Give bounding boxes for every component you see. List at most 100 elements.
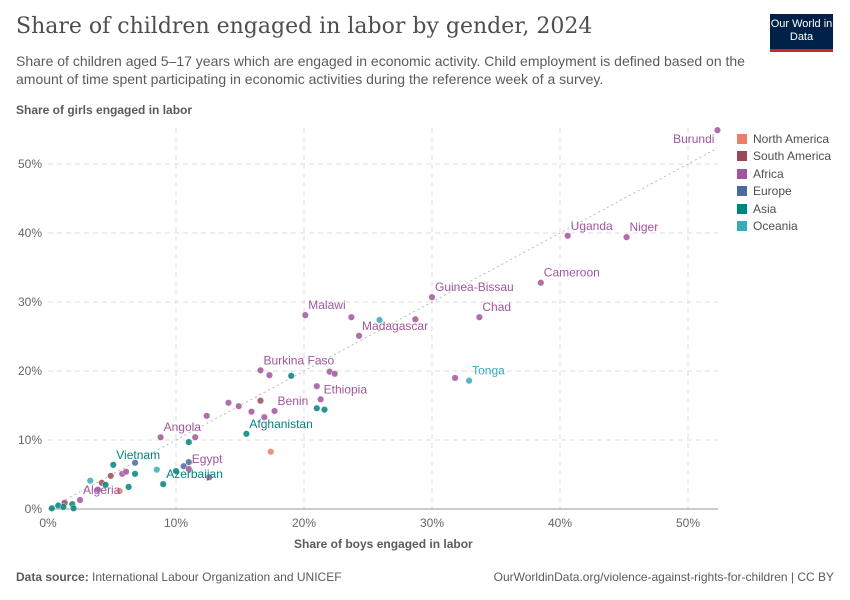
data-point [107,472,115,480]
legend: North America South America Africa Europe As… [737,130,831,235]
data-point [320,406,328,414]
data-point [116,487,124,495]
data-point [131,459,139,467]
point-label: Algeria [83,483,121,497]
point-label: Burkina Faso [263,353,334,367]
y-tick-label: 0% [25,502,43,516]
legend-swatch [737,133,747,144]
source-url[interactable]: OurWorldinData.org/violence-against-righ… [493,570,834,584]
legend-label: Asia [753,201,777,216]
data-point [260,413,268,421]
point-label: Benin [278,394,309,408]
legend-label: Africa [753,166,784,181]
y-tick-label: 20% [18,364,42,378]
data-point [125,483,133,491]
owid-logo[interactable]: Our World in Data [770,14,833,52]
data-source: Data source: International Labour Organi… [16,570,342,584]
legend-label: South America [753,149,832,164]
legend-swatch [737,221,747,232]
point-label: Tonga [472,364,505,378]
point-label: Cameroon [544,266,600,280]
point-label: Guinea-Bissau [435,280,514,294]
data-point [185,458,193,466]
data-point [159,480,167,488]
data-point [287,372,295,380]
point-label: Vietnam [116,448,160,462]
x-tick-label: 20% [292,516,316,530]
data-point [347,313,355,321]
x-tick-label: 10% [164,516,188,530]
data-point [185,465,193,473]
y-tick-label: 10% [18,433,42,447]
point-label: Afghanistan [249,417,312,431]
legend-label: Oceania [753,219,798,234]
chart-title: Share of children engaged in labor by ge… [16,14,593,39]
legend-swatch [737,203,747,214]
point-label: Chad [482,300,511,314]
data-point [428,293,436,301]
data-point [265,371,273,379]
point-label: Azerbaijan [166,467,223,481]
legend-swatch [737,168,747,179]
data-point [131,470,139,478]
data-point [153,466,161,474]
data-point [172,467,180,475]
data-point [76,496,84,504]
legend-label: Europe [753,184,792,199]
x-tick-label: 30% [420,516,444,530]
data-point [256,366,264,374]
data-point [59,503,67,511]
data-point [451,374,459,382]
legend-item[interactable]: Africa [737,165,831,183]
data-point [70,504,78,512]
legend-item[interactable]: Europe [737,183,831,201]
data-point [242,430,250,438]
x-tick-label: 40% [548,516,572,530]
data-point [86,477,94,485]
data-point [122,468,130,476]
data-point [355,332,363,340]
source-label: Data source: [16,570,89,584]
point-label: Egypt [192,452,223,466]
data-point [248,408,256,416]
reference-line [47,147,718,510]
legend-item[interactable]: South America [737,148,831,166]
legend-swatch [737,186,747,197]
point-label: Burundi [673,132,714,146]
data-point [205,473,213,481]
legend-label: North America [753,131,830,146]
data-point [564,232,572,240]
y-axis-label: Share of girls engaged in labor [16,103,193,117]
data-point [317,395,325,403]
data-point [224,399,232,407]
data-point [185,438,193,446]
point-label: Malawi [308,298,345,312]
data-point [313,404,321,412]
x-axis-label: Share of boys engaged in labor [294,537,473,551]
x-tick-label: 50% [676,516,700,530]
data-point [623,233,631,241]
data-point [48,504,56,512]
y-tick-label: 30% [18,295,42,309]
legend-item[interactable]: North America [737,130,831,148]
data-point [376,316,384,324]
legend-item[interactable]: Asia [737,200,831,218]
data-point [94,486,102,494]
point-label: Madagascar [362,319,428,333]
data-point [157,433,165,441]
data-point [475,313,483,321]
point-label: Ethiopia [324,382,368,396]
data-point [271,407,279,415]
data-point [191,433,199,441]
data-point [203,412,211,420]
data-point [301,311,309,319]
legend-item[interactable]: Oceania [737,218,831,236]
x-tick-label: 0% [39,516,57,530]
data-point [411,315,419,323]
data-point [256,397,264,405]
data-point [313,382,321,390]
data-point [331,370,339,378]
point-label: Uganda [571,219,613,233]
point-label: Niger [630,220,659,234]
